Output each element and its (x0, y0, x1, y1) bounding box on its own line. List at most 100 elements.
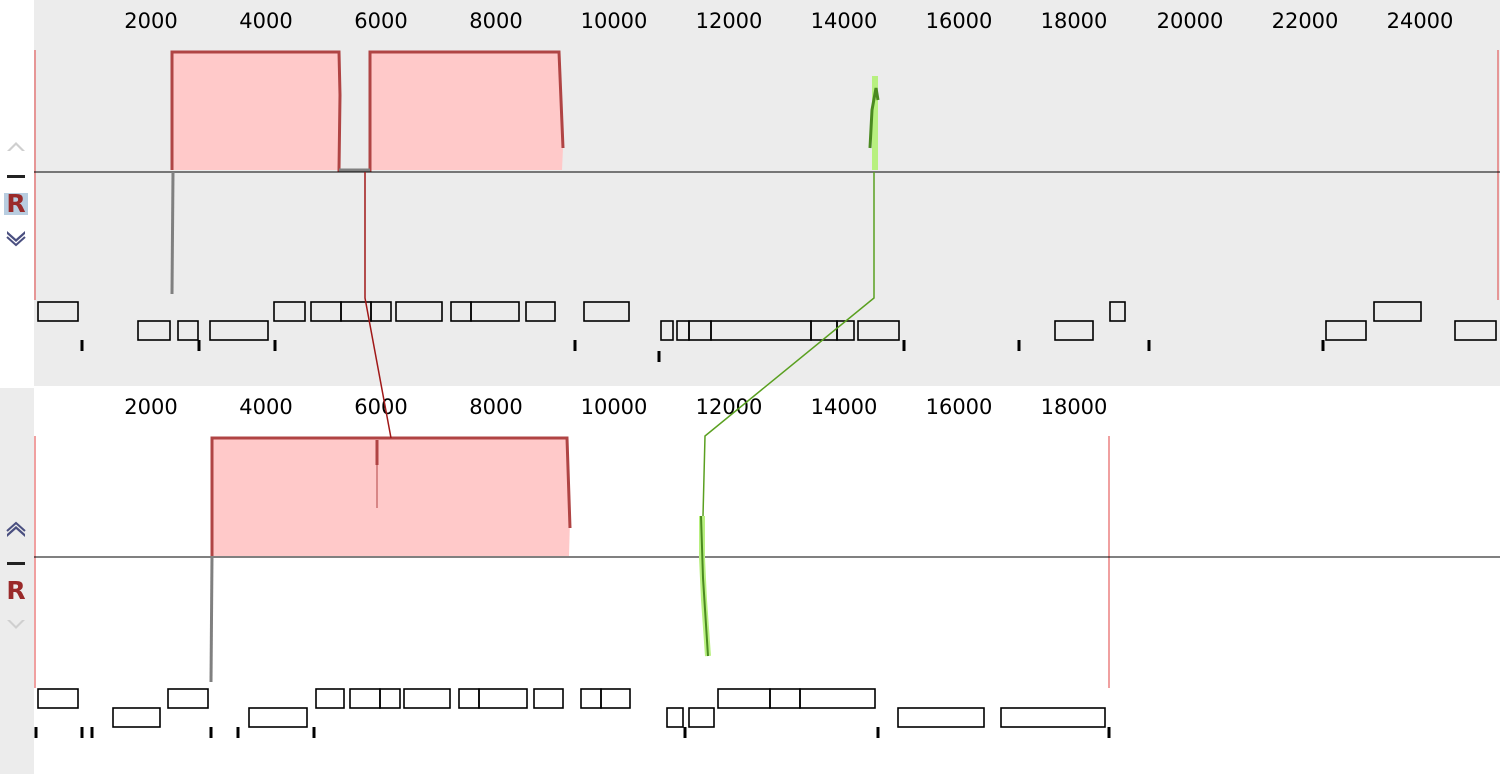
gene-feature[interactable] (177, 320, 199, 341)
ruler-tick-label: 22000 (1272, 9, 1339, 33)
move-down-button[interactable] (4, 613, 28, 635)
gene-feature[interactable] (525, 301, 556, 322)
gene-feature[interactable] (478, 688, 528, 709)
gene-feature[interactable] (580, 688, 602, 709)
lcb-green-edge (868, 87, 880, 149)
gene-feature[interactable] (710, 320, 812, 341)
gene-feature[interactable] (112, 707, 161, 728)
chevron-up-icon (4, 137, 28, 153)
ruler-tick-label: 8000 (469, 9, 522, 33)
gene-feature[interactable] (137, 320, 171, 341)
ruler-tick-label: 6000 (354, 9, 407, 33)
genome-1-ruler: 2000 4000 6000 8000 10000 12000 14000 16… (124, 9, 1453, 33)
gene-feature[interactable] (857, 320, 900, 341)
gene-feature[interactable] (533, 688, 564, 709)
genome-2-controls: R (0, 388, 34, 774)
gene-feature[interactable] (583, 301, 630, 322)
ruler-tick-label: 12000 (696, 9, 763, 33)
reverse-complement-button[interactable]: R (4, 189, 28, 218)
lcb-block[interactable] (370, 52, 563, 170)
gene-feature[interactable] (666, 707, 684, 728)
ruler-tick-label: 2000 (124, 395, 177, 419)
ruler-tick-label: 24000 (1387, 9, 1454, 33)
collapse-button[interactable] (4, 166, 28, 188)
gene-feature[interactable] (209, 320, 269, 341)
lcb-gray-connector (170, 171, 175, 295)
gene-feature[interactable] (370, 301, 392, 322)
genome-2-genes[interactable] (37, 688, 1106, 728)
gene-feature[interactable] (315, 688, 345, 709)
gene-feature[interactable] (167, 688, 209, 709)
gene-feature[interactable] (1000, 707, 1106, 728)
ruler-tick-label: 4000 (239, 395, 292, 419)
gene-feature[interactable] (676, 320, 690, 341)
gene-feature[interactable] (37, 301, 79, 322)
ruler-tick-label: 2000 (124, 9, 177, 33)
ruler-tick-label: 18000 (1041, 395, 1108, 419)
move-up-button[interactable] (4, 134, 28, 156)
genome-2-small-features (34, 727, 1111, 738)
gene-feature[interactable] (1109, 301, 1126, 322)
gene-feature[interactable] (395, 301, 443, 322)
gene-feature[interactable] (379, 688, 401, 709)
ruler-tick-label: 10000 (581, 9, 648, 33)
gene-feature[interactable] (1373, 301, 1422, 322)
ruler-tick-label: 14000 (811, 395, 878, 419)
gene-feature[interactable] (769, 688, 801, 709)
gene-feature[interactable] (248, 707, 308, 728)
genome-1-genes[interactable] (37, 301, 1497, 341)
ruler-tick-label: 16000 (926, 395, 993, 419)
chevron-down-icon (4, 227, 28, 247)
move-up-button[interactable] (4, 520, 28, 542)
lcb-outline (210, 436, 572, 556)
gene-feature[interactable] (450, 301, 472, 322)
ruler-tick-label: 20000 (1157, 9, 1224, 33)
gene-feature[interactable] (897, 707, 985, 728)
gene-feature[interactable] (1454, 320, 1497, 341)
gene-feature[interactable] (836, 320, 855, 341)
gene-feature[interactable] (349, 688, 381, 709)
gene-feature[interactable] (470, 301, 520, 322)
ruler-tick-label: 12000 (696, 395, 763, 419)
gene-feature[interactable] (1325, 320, 1367, 341)
reverse-label: R (6, 576, 26, 605)
reverse-label: R (6, 189, 26, 218)
genome-1-lcb-blocks[interactable] (170, 50, 880, 295)
gene-feature[interactable] (717, 688, 771, 709)
ruler-tick-label: 6000 (354, 395, 407, 419)
gene-feature[interactable] (688, 320, 712, 341)
collapse-button[interactable] (4, 553, 28, 575)
lcb-block[interactable] (172, 52, 339, 170)
gene-feature[interactable] (660, 320, 674, 341)
lcb-gray-connector (209, 555, 214, 683)
ruler-tick-label: 14000 (811, 9, 878, 33)
ruler-tick-label: 10000 (581, 395, 648, 419)
gene-feature[interactable] (458, 688, 480, 709)
gene-feature[interactable] (1054, 320, 1094, 341)
lcb-green-edge (700, 515, 709, 657)
ruler-tick-label: 8000 (469, 395, 522, 419)
lcb-connector-green (702, 172, 875, 517)
gene-feature[interactable] (600, 688, 631, 709)
genome-2-ruler: 2000 4000 6000 8000 10000 12000 14000 16… (124, 395, 1107, 419)
move-down-button[interactable] (4, 226, 28, 248)
gene-feature[interactable] (273, 301, 306, 322)
ruler-tick-label: 4000 (239, 9, 292, 33)
lcb-connector-red (364, 172, 392, 439)
ruler-tick-label: 18000 (1041, 9, 1108, 33)
gene-feature[interactable] (799, 688, 876, 709)
lcb-block[interactable] (212, 438, 570, 556)
gene-feature[interactable] (688, 707, 715, 728)
genome-1-small-features (80, 340, 1325, 362)
gene-feature[interactable] (37, 688, 79, 709)
ruler-tick-label: 16000 (926, 9, 993, 33)
lcb-green-block[interactable] (872, 76, 878, 170)
gene-feature[interactable] (310, 301, 342, 322)
gene-feature[interactable] (403, 688, 451, 709)
chevron-up-icon (4, 521, 28, 541)
reverse-complement-button[interactable]: R (4, 576, 28, 605)
genome-2-lcb-blocks[interactable] (209, 436, 711, 683)
minus-icon (4, 173, 28, 181)
minus-icon (4, 560, 28, 568)
